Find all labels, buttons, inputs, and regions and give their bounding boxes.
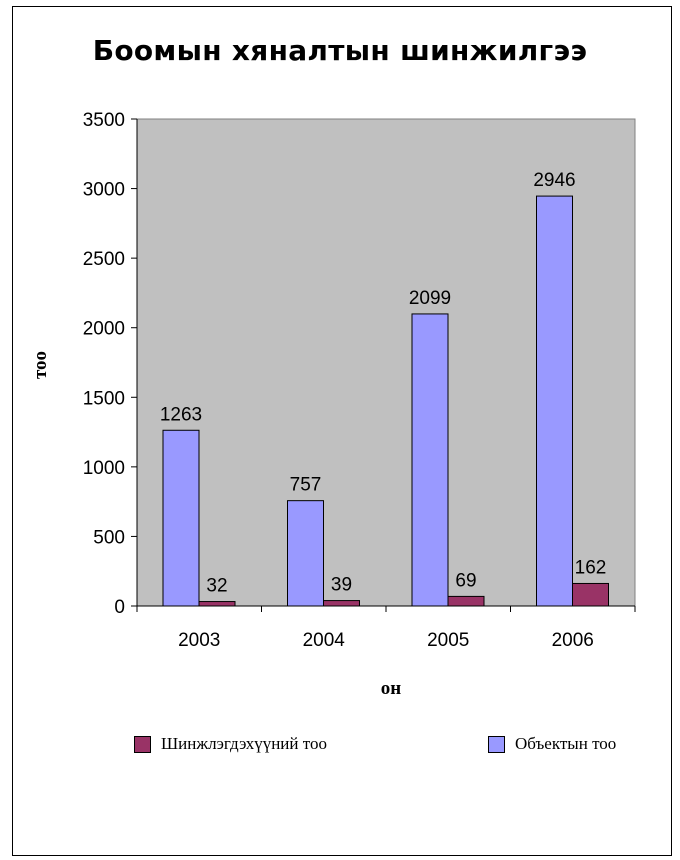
y-tick-label: 3500 xyxy=(83,110,125,131)
bar-analysis-count xyxy=(447,595,485,607)
legend-item-object-count: Объектын тоо xyxy=(488,734,616,754)
y-tick-label: 2500 xyxy=(83,249,125,270)
y-tick-label: 0 xyxy=(114,597,125,618)
x-tick-label: 2004 xyxy=(303,630,346,651)
legend-swatch-analysis-count xyxy=(134,735,151,753)
bar-analysis-count xyxy=(323,600,360,607)
data-label-object-count: 757 xyxy=(290,475,322,496)
x-tick-label: 2003 xyxy=(178,630,220,651)
data-label-analysis-count: 162 xyxy=(575,557,607,578)
y-axis-title: тоо xyxy=(30,351,51,379)
bar-object-count xyxy=(287,500,324,607)
x-tick-label: 2005 xyxy=(427,630,469,651)
data-label-object-count: 1263 xyxy=(160,404,202,425)
y-tick-label: 1500 xyxy=(83,388,125,409)
data-label-object-count: 2946 xyxy=(533,170,575,191)
legend-swatch-object-count xyxy=(488,735,505,753)
bar-analysis-count xyxy=(572,582,609,607)
bar-analysis-count xyxy=(198,601,236,607)
legend-label-object-count: Объектын тоо xyxy=(515,734,617,753)
bar-object-count xyxy=(411,313,449,607)
bar-object-count xyxy=(536,195,573,607)
data-label-analysis-count: 32 xyxy=(206,576,227,597)
chart-title: Боомын хяналтын шинжилгээ xyxy=(92,34,588,67)
chart-legend: Шинжлэгдэхүүний тоо Объектын тоо xyxy=(0,734,680,764)
y-tick-label: 2000 xyxy=(83,319,125,340)
y-tick-label: 1000 xyxy=(83,458,125,479)
legend-label-analysis-count: Шинжлэгдэхүүний тоо xyxy=(161,734,327,753)
legend-item-analysis-count: Шинжлэгдэхүүний тоо xyxy=(134,734,327,754)
y-tick-label: 3000 xyxy=(83,180,125,201)
data-label-object-count: 2099 xyxy=(409,288,451,309)
data-label-analysis-count: 39 xyxy=(331,575,352,596)
data-label-analysis-count: 69 xyxy=(455,570,476,591)
x-tick-label: 2006 xyxy=(552,630,594,651)
x-axis-title: он xyxy=(381,678,402,699)
y-tick-label: 500 xyxy=(93,527,125,548)
bar-object-count xyxy=(162,429,200,607)
